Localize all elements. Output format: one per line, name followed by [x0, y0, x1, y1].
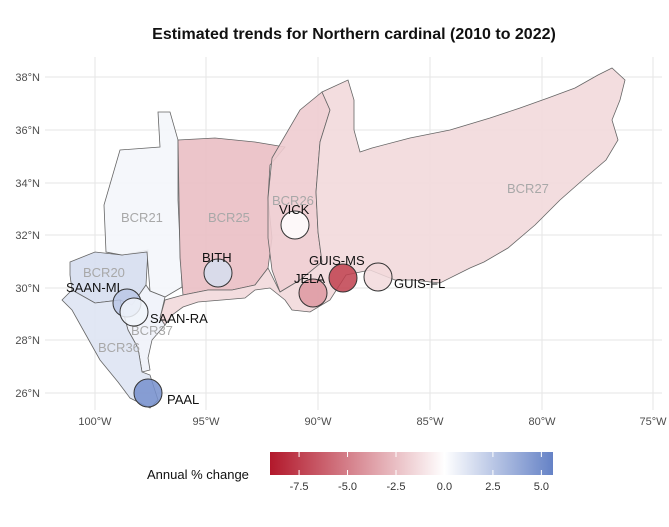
sites-layer — [112, 210, 393, 408]
legend-tick-label: -7.5 — [290, 481, 309, 493]
site-marker-paal — [133, 378, 163, 408]
map-title: Estimated trends for Northern cardinal (… — [152, 26, 556, 43]
site-marker-guis-ms — [328, 263, 358, 293]
site-marker-jela — [298, 278, 328, 308]
regions-layer — [61, 67, 626, 409]
site-marker-bith — [203, 258, 233, 288]
legend: Annual % change -7.5 -5.0 -2.5 0.0 2.5 5… — [147, 452, 553, 493]
site-label-guis-ms: GUIS-MS — [309, 253, 365, 268]
x-tick-label: 80°W — [528, 416, 556, 428]
legend-ticks — [298, 452, 542, 475]
x-tick-label: 90°W — [304, 416, 332, 428]
site-marker-saan-ra — [119, 297, 149, 327]
site-label-paal: PAAL — [167, 392, 199, 407]
legend-tick-label: 5.0 — [534, 481, 549, 493]
region-label-bcr37: BCR37 — [131, 323, 173, 338]
site-marker-vick — [280, 210, 310, 240]
y-tick-label: 34°N — [15, 178, 40, 190]
y-axis-ticks: 26°N 28°N 30°N 32°N 34°N 36°N 38°N — [15, 72, 40, 400]
y-tick-label: 38°N — [15, 72, 40, 84]
legend-tick-label: -2.5 — [387, 481, 406, 493]
region-label-bcr21: BCR21 — [121, 210, 163, 225]
x-tick-label: 85°W — [416, 416, 444, 428]
region-label-bcr25: BCR25 — [208, 210, 250, 225]
site-label-saan-ra: SAAN-RA — [150, 311, 208, 326]
site-labels: VICK BITH GUIS-MS JELA GUIS-FL SAAN-MI S… — [66, 202, 445, 407]
legend-title: Annual % change — [147, 467, 249, 482]
region-label-bcr20: BCR20 — [83, 265, 125, 280]
y-tick-label: 36°N — [15, 125, 40, 137]
legend-tick-label: 0.0 — [437, 481, 452, 493]
site-label-guis-fl: GUIS-FL — [394, 276, 445, 291]
region-label-bcr27: BCR27 — [507, 181, 549, 196]
site-label-bith: BITH — [202, 250, 232, 265]
region-label-bcr26: BCR26 — [272, 193, 314, 208]
legend-colorbar — [270, 452, 553, 475]
site-label-vick: VICK — [279, 202, 310, 217]
legend-tick-labels: -7.5 -5.0 -2.5 0.0 2.5 5.0 — [290, 481, 549, 493]
legend-tick-label: 2.5 — [485, 481, 500, 493]
x-tick-label: 95°W — [192, 416, 220, 428]
site-marker-guis-fl — [363, 262, 393, 292]
y-tick-label: 28°N — [15, 335, 40, 347]
x-axis-ticks: 100°W 95°W 90°W 85°W 80°W 75°W — [78, 416, 667, 428]
site-label-saan-mi: SAAN-MI — [66, 280, 120, 295]
legend-tick-label: -5.0 — [338, 481, 357, 493]
y-tick-label: 32°N — [15, 230, 40, 242]
x-tick-label: 75°W — [639, 416, 667, 428]
site-label-jela: JELA — [294, 271, 325, 286]
y-tick-label: 26°N — [15, 388, 40, 400]
region-labels: BCR21 BCR25 BCR26 BCR27 BCR20 BCR37 BCR3… — [83, 181, 549, 355]
y-tick-label: 30°N — [15, 283, 40, 295]
x-tick-label: 100°W — [78, 416, 112, 428]
region-label-bcr36: BCR36 — [98, 340, 140, 355]
